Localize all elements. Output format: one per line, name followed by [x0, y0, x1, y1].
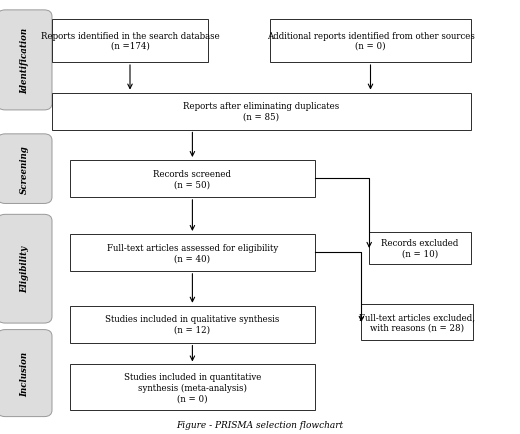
- FancyBboxPatch shape: [70, 365, 315, 410]
- FancyBboxPatch shape: [0, 135, 52, 204]
- Text: Eligibility: Eligibility: [20, 246, 29, 293]
- Text: Reports after eliminating duplicates
(n = 85): Reports after eliminating duplicates (n …: [183, 102, 340, 122]
- FancyBboxPatch shape: [270, 20, 471, 63]
- Text: Inclusion: Inclusion: [20, 351, 29, 396]
- FancyBboxPatch shape: [361, 304, 473, 341]
- Text: Records excluded
(n = 10): Records excluded (n = 10): [381, 239, 459, 258]
- Text: Records screened
(n = 50): Records screened (n = 50): [153, 169, 231, 189]
- FancyBboxPatch shape: [70, 306, 315, 343]
- FancyBboxPatch shape: [369, 232, 471, 265]
- FancyBboxPatch shape: [70, 161, 315, 197]
- Text: Full-text articles excluded,
with reasons (n = 28): Full-text articles excluded, with reason…: [359, 312, 475, 332]
- FancyBboxPatch shape: [70, 234, 315, 271]
- Text: Additional reports identified from other sources
(n = 0): Additional reports identified from other…: [267, 32, 474, 51]
- Text: Reports identified in the search database
(n =174): Reports identified in the search databas…: [41, 32, 219, 51]
- FancyBboxPatch shape: [52, 93, 471, 130]
- FancyBboxPatch shape: [0, 215, 52, 323]
- Text: Screening: Screening: [20, 145, 29, 194]
- FancyBboxPatch shape: [52, 20, 208, 63]
- FancyBboxPatch shape: [0, 330, 52, 417]
- Text: Studies included in quantitative
synthesis (meta-analysis)
(n = 0): Studies included in quantitative synthes…: [124, 372, 261, 402]
- Text: Full-text articles assessed for eligibility
(n = 40): Full-text articles assessed for eligibil…: [107, 243, 278, 263]
- Text: Studies included in qualitative synthesis
(n = 12): Studies included in qualitative synthesi…: [105, 315, 280, 334]
- FancyBboxPatch shape: [0, 11, 52, 111]
- Text: Figure - PRISMA selection flowchart: Figure - PRISMA selection flowchart: [176, 420, 344, 429]
- Text: Identification: Identification: [20, 28, 29, 94]
